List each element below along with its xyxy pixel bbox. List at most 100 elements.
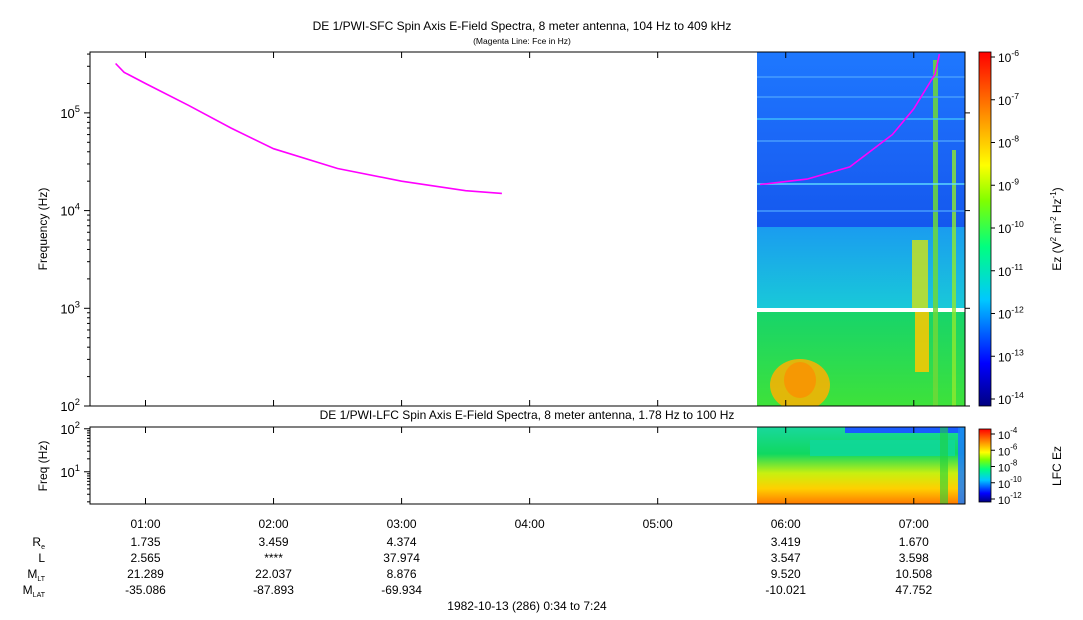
colorbar-tick-label-exp: -11 <box>1011 262 1023 272</box>
colorbar-tick-label-base: 10 <box>998 463 1010 475</box>
ephem-value: 22.037 <box>255 567 292 581</box>
lfc-spectrogram <box>757 427 965 504</box>
y-tick-label-base: 10 <box>60 106 74 121</box>
sfc-streak-2 <box>915 312 929 372</box>
ephem-value: -10.021 <box>765 583 806 597</box>
colorbar-tick-label-base: 10 <box>998 393 1012 407</box>
y-tick-label-exp: 2 <box>75 420 80 430</box>
time-range-footer: 1982-10-13 (286) 0:34 to 7:24 <box>447 599 607 613</box>
colorbar-tick-label: 10-6 <box>998 442 1018 458</box>
y-tick-label-exp: 4 <box>75 202 80 212</box>
colorbar-tick-label-exp: -4 <box>1010 426 1018 435</box>
x-tick-label: 04:00 <box>515 517 545 531</box>
colorbar-tick-label-base: 10 <box>998 265 1012 279</box>
ephem-value: 8.876 <box>387 567 417 581</box>
sfc-streak-1 <box>912 240 928 308</box>
sfc-burst-2 <box>784 362 816 398</box>
colorbar-tick-label-base: 10 <box>998 222 1012 236</box>
ephem-value: 1.670 <box>899 535 929 549</box>
ephem-row-label: L <box>38 551 45 565</box>
top-panel-frame <box>89 51 966 407</box>
colorbar-tick-label-exp: -12 <box>1011 305 1024 315</box>
colorbar-tick-label-base: 10 <box>998 137 1012 151</box>
x-tick-label: 05:00 <box>643 517 673 531</box>
y-tick-label-base: 10 <box>60 301 74 316</box>
sfc-hline <box>757 140 965 142</box>
ephem-row-label: MLAT <box>23 583 46 599</box>
y-tick-label-base: 10 <box>60 399 74 414</box>
top-panel-subtitle: (Magenta Line: Fce in Hz) <box>473 36 571 46</box>
colorbar-tick-label: 10-4 <box>998 426 1018 442</box>
x-tick-label: 02:00 <box>259 517 289 531</box>
lfc-edge <box>958 427 965 504</box>
lfc-strip <box>940 427 948 504</box>
colorbar-tick-label-exp: -8 <box>1010 459 1018 468</box>
sfc-gap <box>757 308 965 312</box>
colorbar-tick-label-base: 10 <box>998 94 1012 108</box>
colorbar-tick-label: 10-11 <box>998 262 1023 279</box>
y-tick-label-exp: 3 <box>75 299 80 309</box>
y-tick-label: 105 <box>60 104 80 121</box>
colorbar-tick-label: 10-12 <box>998 305 1024 322</box>
ephem-value: -35.086 <box>125 583 166 597</box>
colorbar-tick-label-exp: -6 <box>1011 48 1019 58</box>
y-tick-label-base: 10 <box>60 465 74 480</box>
lfc-background <box>757 427 965 504</box>
ephem-label-sub: LAT <box>33 592 46 599</box>
ephem-value: 9.520 <box>771 567 801 581</box>
sfc-hline <box>757 210 965 212</box>
ephem-label-base: R <box>32 535 41 549</box>
colorbar-tick-label-base: 10 <box>998 446 1010 458</box>
colorbar-tick-label-base: 10 <box>998 495 1010 507</box>
x-tick-label: 07:00 <box>899 517 929 531</box>
colorbar-tick-label-base: 10 <box>998 308 1012 322</box>
fce-line-late <box>760 53 941 186</box>
ephem-value: 3.459 <box>259 535 289 549</box>
ephem-label-base: M <box>27 567 37 581</box>
ephem-value: 10.508 <box>895 567 932 581</box>
top-ylabel: Frequency (Hz) <box>36 188 50 271</box>
y-tick-label-base: 10 <box>60 422 74 437</box>
ephem-label-sub: LT <box>37 576 45 583</box>
ephem-value: 47.752 <box>895 583 932 597</box>
ephem-label-base: L <box>38 551 45 565</box>
sfc-spectrogram <box>757 52 965 406</box>
ephem-value: 37.974 <box>383 551 420 565</box>
colorbar-tick-label-base: 10 <box>998 430 1010 442</box>
colorbar-tick-label-exp: -6 <box>1010 442 1018 451</box>
ephem-value: -87.893 <box>253 583 294 597</box>
colorbar-tick-label: 10-8 <box>998 134 1019 151</box>
sfc-band-mid <box>757 227 965 308</box>
colorbar-tick-label: 10-10 <box>998 219 1024 236</box>
colorbar-tick-label: 10-12 <box>998 491 1022 507</box>
colorbar-tick-label: 10-8 <box>998 459 1018 475</box>
top-panel-title: DE 1/PWI-SFC Spin Axis E-Field Spectra, … <box>313 19 732 33</box>
colorbar-tick-label: 10-6 <box>998 48 1019 65</box>
cbar-label-part: ) <box>1050 187 1064 191</box>
y-tick-label: 102 <box>60 420 80 437</box>
top-colorbar-label: Ez (V2 m-2 Hz-1) <box>1049 187 1064 270</box>
ephem-value: 3.419 <box>771 535 801 549</box>
y-tick-label: 102 <box>60 397 80 414</box>
sfc-streak-3 <box>933 60 938 406</box>
ephem-value: 3.547 <box>771 551 801 565</box>
ephem-row-label: MLT <box>27 567 45 583</box>
y-tick-label: 101 <box>60 463 80 480</box>
y-tick-label-exp: 2 <box>75 397 80 407</box>
colorbar-tick-label-exp: -10 <box>1011 219 1024 229</box>
cbar-label-part: 2 <box>1049 236 1058 241</box>
colorbar-tick-label-base: 10 <box>998 479 1010 491</box>
lfc-mid-band <box>810 440 955 456</box>
ephem-label-base: M <box>23 583 33 597</box>
colorbar-tick-label-exp: -10 <box>1010 475 1022 484</box>
colorbar-tick-label: 10-7 <box>998 91 1019 108</box>
sfc-streak-4 <box>952 150 956 406</box>
colorbar-tick-label: 10-13 <box>998 347 1024 364</box>
colorbar-tick-label-exp: -7 <box>1011 91 1019 101</box>
lfc-top-band <box>845 427 960 433</box>
colorbar-tick-label-exp: -14 <box>1011 390 1024 400</box>
ephem-label-sub: e <box>41 544 45 551</box>
